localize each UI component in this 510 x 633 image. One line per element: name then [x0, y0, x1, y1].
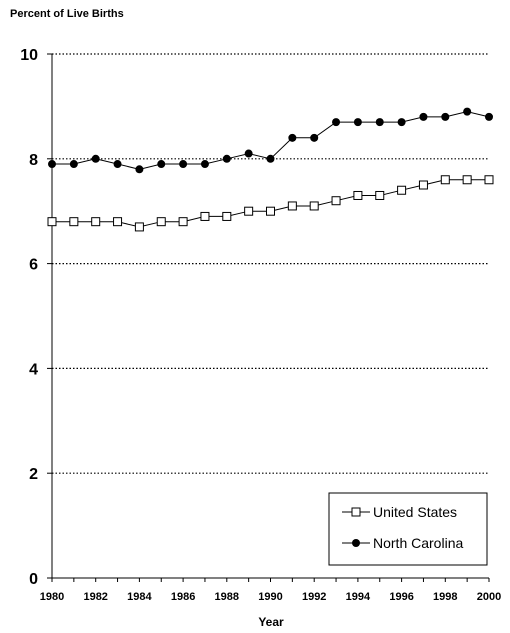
point-united-states-1985	[156, 217, 166, 227]
y-tick-labels: 0 2 4 6 8 10	[20, 47, 38, 588]
x-tick-label-1980: 1980	[40, 591, 64, 603]
point-united-states-1996	[397, 185, 407, 195]
point-united-states-1994	[353, 190, 363, 200]
point-north-carolina-1996	[397, 118, 406, 127]
legend-label-united-states: United States	[373, 504, 457, 520]
x-tick-label-1988: 1988	[215, 591, 239, 603]
point-united-states-1986	[178, 217, 188, 227]
point-north-carolina-1980	[48, 160, 56, 169]
point-united-states-1987	[200, 211, 210, 221]
point-north-carolina-1998	[441, 112, 450, 121]
legend-item-united-states: United States	[342, 504, 457, 520]
series-north-carolina	[48, 107, 493, 174]
point-united-states-1988	[222, 211, 232, 221]
point-north-carolina-1987	[200, 160, 209, 169]
point-united-states-1983	[113, 217, 123, 227]
x-tick-label-2000: 2000	[477, 591, 501, 603]
x-tick-labels: 1980 1982 1984 1986 1988 1990 1992 1994 1996 1998…	[40, 591, 501, 603]
point-united-states-1997	[418, 180, 428, 190]
point-north-carolina-1992	[310, 133, 319, 142]
y-tick-label-10: 10	[20, 47, 38, 64]
x-tick-label-1994: 1994	[346, 591, 371, 603]
point-united-states-1980	[47, 217, 57, 227]
x-tick-label-1982: 1982	[83, 591, 107, 603]
x-tick-label-1990: 1990	[258, 591, 282, 603]
point-north-carolina-1999	[463, 107, 472, 116]
series-layer	[47, 107, 494, 232]
y-tick-label-0: 0	[29, 571, 38, 588]
y-tick-label-6: 6	[29, 257, 38, 274]
point-united-states-1993	[331, 196, 341, 206]
point-united-states-1995	[375, 190, 385, 200]
y-axis-title: Percent of Live Births	[10, 8, 124, 20]
point-north-carolina-1993	[332, 118, 341, 127]
point-north-carolina-1997	[419, 112, 428, 121]
x-tick-label-1986: 1986	[171, 591, 195, 603]
point-united-states-1992	[309, 201, 319, 211]
point-north-carolina-2000	[485, 112, 493, 121]
y-tick-label-2: 2	[29, 466, 38, 483]
point-united-states-1990	[266, 206, 275, 216]
point-united-states-1991	[287, 201, 297, 211]
x-tick-label-1992: 1992	[302, 591, 326, 603]
point-united-states-1989	[244, 206, 254, 216]
x-axis-title: Year	[258, 615, 284, 629]
legend: United States North Carolina	[328, 492, 488, 566]
point-united-states-1984	[134, 222, 144, 232]
point-north-carolina-1988	[222, 154, 231, 163]
x-tick-label-1984: 1984	[127, 591, 152, 603]
point-united-states-1982	[91, 217, 101, 227]
point-north-carolina-1983	[113, 160, 122, 169]
x-tick-label-1998: 1998	[433, 591, 457, 603]
legend-marker-square	[351, 507, 361, 517]
legend-label-north-carolina: North Carolina	[373, 535, 463, 551]
series-united-states	[47, 175, 494, 232]
point-north-carolina-1995	[375, 118, 384, 127]
axes	[47, 53, 490, 582]
point-north-carolina-1982	[91, 154, 100, 163]
point-north-carolina-1981	[69, 160, 78, 169]
x-tick-label-1996: 1996	[389, 591, 413, 603]
point-north-carolina-1984	[135, 165, 144, 174]
legend-box	[328, 492, 488, 566]
point-north-carolina-1985	[157, 160, 166, 169]
point-united-states-1998	[440, 175, 450, 185]
point-united-states-1981	[69, 217, 79, 227]
point-north-carolina-1991	[288, 133, 297, 142]
point-united-states-1999	[462, 175, 472, 185]
point-north-carolina-1989	[244, 149, 253, 158]
y-tick-label-8: 8	[29, 152, 38, 169]
legend-item-north-carolina: North Carolina	[342, 535, 463, 551]
y-tick-label-4: 4	[29, 361, 38, 378]
legend-marker-circle	[352, 539, 360, 547]
point-united-states-2000	[484, 175, 494, 185]
point-north-carolina-1986	[179, 160, 188, 169]
point-north-carolina-1994	[353, 118, 362, 127]
point-north-carolina-1990	[266, 154, 275, 163]
